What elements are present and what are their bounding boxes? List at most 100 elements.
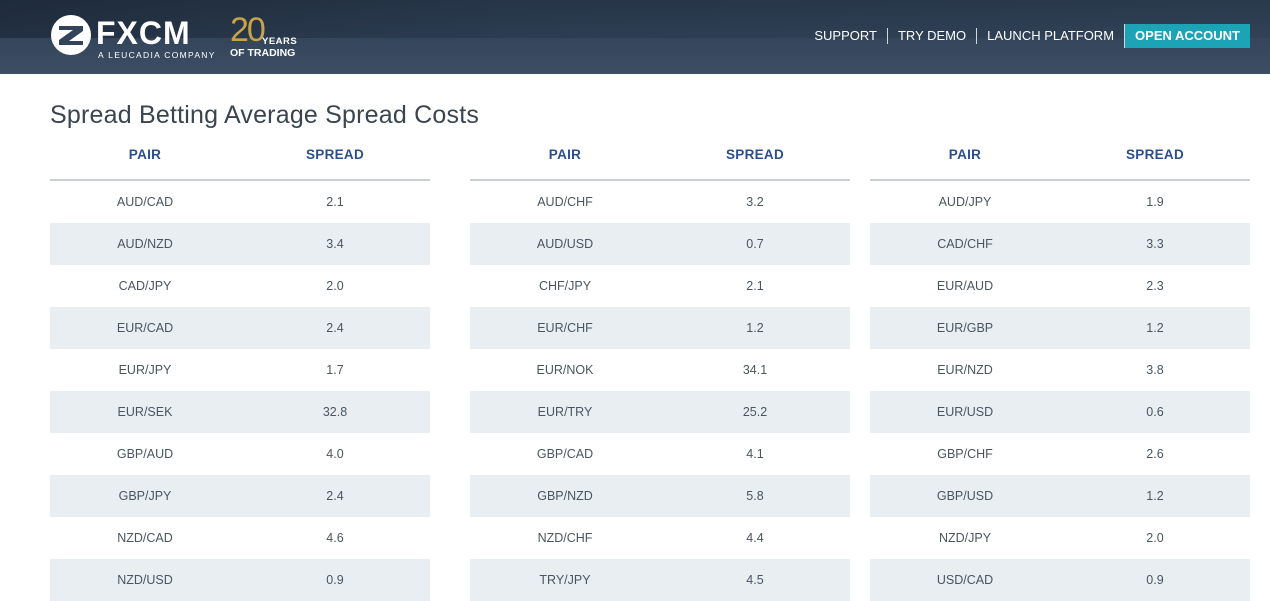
pair-cell: NZD/USD <box>117 573 173 587</box>
spread-cell: 2.4 <box>326 489 344 503</box>
anniversary-badge: 20 YEARS OF TRADING <box>230 11 300 60</box>
anniversary-number: 20 <box>230 11 266 49</box>
pair-cell: AUD/JPY <box>938 195 992 209</box>
spread-cell: 5.8 <box>746 489 764 503</box>
spread-cell: 3.4 <box>326 237 344 251</box>
table-row: EUR/GBP 1.2 <box>870 307 1250 349</box>
table-row: EUR/USD 0.6 <box>870 391 1250 433</box>
pair-cell: AUD/NZD <box>117 237 173 251</box>
table-row: NZD/CHF 4.4 <box>470 517 850 559</box>
spread-cell: 2.0 <box>326 279 344 293</box>
spread-cell: 1.9 <box>1146 195 1164 209</box>
spread-cell: 2.0 <box>1146 531 1164 545</box>
spread-cell: 1.2 <box>1146 321 1164 335</box>
table-row: NZD/USD 0.9 <box>50 559 430 601</box>
pair-cell: EUR/GBP <box>936 321 994 335</box>
pair-cell: GBP/NZD <box>537 489 593 503</box>
spread-cell: 4.4 <box>746 531 764 545</box>
spread-cell: 4.0 <box>326 447 344 461</box>
pair-cell: EUR/NZD <box>937 363 993 377</box>
spread-cell: 2.6 <box>1146 447 1164 461</box>
spread-cell: 2.1 <box>326 195 344 209</box>
spread-cell: 3.2 <box>746 195 764 209</box>
page-title: Spread Betting Average Spread Costs <box>50 100 480 129</box>
pair-cell: GBP/CAD <box>536 447 594 461</box>
pair-cell: CAD/CHF <box>937 237 993 251</box>
anniversary-subtitle: OF TRADING <box>230 47 296 59</box>
table-row: AUD/USD 0.7 <box>470 223 850 265</box>
table-row: AUD/NZD 3.4 <box>50 223 430 265</box>
nav-try-demo-link[interactable]: TRY DEMO <box>886 28 976 44</box>
table-row: CAD/CHF 3.3 <box>870 223 1250 265</box>
table-header: PAIR SPREAD <box>50 136 430 181</box>
spread-cell: 0.6 <box>1146 405 1164 419</box>
table-row: EUR/CAD 2.4 <box>50 307 430 349</box>
table-row: TRY/JPY 4.5 <box>470 559 850 601</box>
spread-cell: 2.4 <box>326 321 344 335</box>
anniversary-word: YEARS <box>262 36 298 47</box>
table-row: AUD/JPY 1.9 <box>870 181 1250 223</box>
nav-support-link[interactable]: SUPPORT <box>814 28 877 43</box>
fxcm-logo-icon <box>51 15 91 55</box>
table-row: NZD/CAD 4.6 <box>50 517 430 559</box>
pair-cell: EUR/TRY <box>537 405 593 419</box>
spread-cell: 3.3 <box>1146 237 1164 251</box>
column-header-pair: PAIR <box>128 147 162 162</box>
pair-cell: EUR/AUD <box>936 279 994 293</box>
pair-cell: AUD/CAD <box>116 195 174 209</box>
pair-cell: EUR/JPY <box>118 363 172 377</box>
spread-cell: 34.1 <box>742 363 768 377</box>
pair-cell: EUR/CHF <box>537 321 593 335</box>
spread-cell: 0.9 <box>326 573 344 587</box>
column-header-pair: PAIR <box>948 147 982 162</box>
spread-cell: 1.7 <box>326 363 344 377</box>
table-row: CHF/JPY 2.1 <box>470 265 850 307</box>
nav-launch-platform-link[interactable]: LAUNCH PLATFORM <box>976 28 1124 44</box>
spread-cell: 1.2 <box>1146 489 1164 503</box>
pair-cell: NZD/JPY <box>938 531 992 545</box>
pair-cell: USD/CAD <box>936 573 994 587</box>
table-row: EUR/NZD 3.8 <box>870 349 1250 391</box>
spread-table: PAIR SPREAD AUD/JPY 1.9 CAD/CHF 3.3 EUR/AUD 2.3… <box>870 136 1250 601</box>
table-row: AUD/CAD 2.1 <box>50 181 430 223</box>
pair-cell: GBP/AUD <box>116 447 174 461</box>
spread-table: PAIR SPREAD AUD/CAD 2.1 AUD/NZD 3.4 CAD/JPY 2.0… <box>50 136 430 601</box>
spread-cell: 1.2 <box>746 321 764 335</box>
table-row: GBP/AUD 4.0 <box>50 433 430 475</box>
spread-cell: 4.6 <box>326 531 344 545</box>
table-header: PAIR SPREAD <box>870 136 1250 181</box>
pair-cell: EUR/SEK <box>117 405 173 419</box>
table-row: GBP/CHF 2.6 <box>870 433 1250 475</box>
spread-cell: 3.8 <box>1146 363 1164 377</box>
table-row: EUR/JPY 1.7 <box>50 349 430 391</box>
spread-cell: 2.1 <box>746 279 764 293</box>
table-row: AUD/CHF 3.2 <box>470 181 850 223</box>
table-row: CAD/JPY 2.0 <box>50 265 430 307</box>
pair-cell: GBP/USD <box>936 489 994 503</box>
table-row: GBP/CAD 4.1 <box>470 433 850 475</box>
spread-table: PAIR SPREAD AUD/CHF 3.2 AUD/USD 0.7 CHF/JPY 2.1… <box>470 136 850 601</box>
pair-cell: GBP/CHF <box>937 447 993 461</box>
pair-cell: NZD/CAD <box>117 531 173 545</box>
spread-cell: 4.5 <box>746 573 764 587</box>
pair-cell: AUD/USD <box>536 237 594 251</box>
pair-cell: TRY/JPY <box>539 573 591 587</box>
open-account-button[interactable]: OPEN ACCOUNT <box>1124 24 1250 48</box>
pair-cell: EUR/NOK <box>536 363 594 377</box>
table-row: EUR/NOK 34.1 <box>470 349 850 391</box>
table-row: GBP/JPY 2.4 <box>50 475 430 517</box>
column-header-spread: SPREAD <box>1125 147 1185 162</box>
column-header-spread: SPREAD <box>725 147 785 162</box>
spread-cell: 0.9 <box>1146 573 1164 587</box>
table-row: USD/CAD 0.9 <box>870 559 1250 601</box>
table-row: GBP/NZD 5.8 <box>470 475 850 517</box>
table-row: EUR/AUD 2.3 <box>870 265 1250 307</box>
column-header-spread: SPREAD <box>305 147 365 162</box>
table-row: GBP/USD 1.2 <box>870 475 1250 517</box>
spread-cell: 4.1 <box>746 447 764 461</box>
table-row: EUR/SEK 32.8 <box>50 391 430 433</box>
top-nav: SUPPORT TRY DEMO LAUNCH PLATFORM OPEN AC… <box>804 24 1250 48</box>
spread-cell: 2.3 <box>1146 279 1164 293</box>
brand-subtitle: A LEUCADIA COMPANY <box>98 50 216 60</box>
spread-cell: 25.2 <box>742 405 768 419</box>
